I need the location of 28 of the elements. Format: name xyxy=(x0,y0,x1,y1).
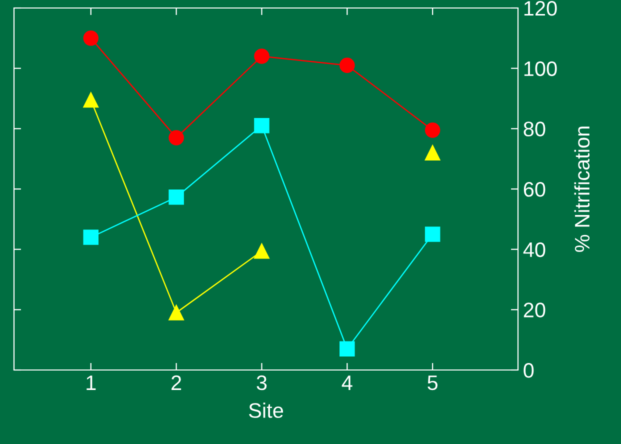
point xyxy=(340,341,355,357)
point xyxy=(340,58,355,73)
y-tick-label: 60 xyxy=(524,182,546,197)
point xyxy=(424,122,440,138)
y-tick-label: 40 xyxy=(523,242,546,258)
x-tick-label: 5 xyxy=(428,376,438,390)
point xyxy=(168,305,184,320)
y-axis-title: % Nitrification xyxy=(574,126,590,252)
point xyxy=(254,118,270,134)
point xyxy=(83,230,99,245)
point xyxy=(424,145,440,160)
y-tick-label: 80 xyxy=(524,122,546,136)
point xyxy=(83,30,99,46)
x-tick-label: 2 xyxy=(172,375,182,390)
point xyxy=(168,190,184,205)
point xyxy=(83,92,99,108)
y-tick-label: 120 xyxy=(524,1,557,16)
x-tick-label: 3 xyxy=(256,375,267,390)
point xyxy=(168,130,184,146)
x-tick-label: 1 xyxy=(86,376,96,390)
x-tick-label: 4 xyxy=(342,376,352,390)
y-tick-label: 0 xyxy=(524,363,534,378)
y-tick-label: 20 xyxy=(524,302,546,318)
point xyxy=(254,48,270,64)
point xyxy=(254,244,270,259)
point xyxy=(424,226,440,242)
x-axis-title: Site xyxy=(249,402,284,418)
y-tick-label: 100 xyxy=(524,61,557,76)
